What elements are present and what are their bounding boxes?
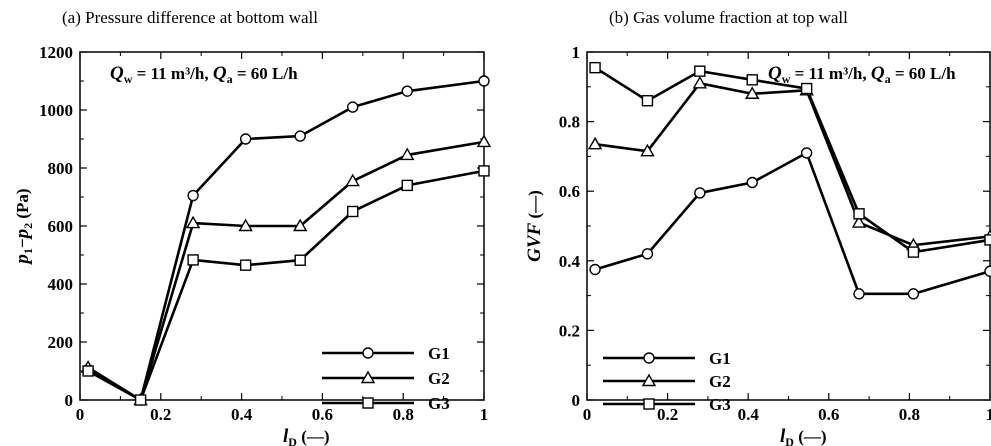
y-tick-label: 1200 xyxy=(39,43,73,62)
y-axis-label: GVF (—) xyxy=(524,190,545,262)
y-tick-label: 1000 xyxy=(39,101,73,120)
data-point-g2 xyxy=(640,143,655,157)
y-tick-label: 0.2 xyxy=(559,321,580,340)
data-point-g3 xyxy=(907,246,920,258)
data-point-g1 xyxy=(589,263,601,276)
y-tick-label: 0.8 xyxy=(559,113,580,132)
data-point-g3 xyxy=(641,95,654,107)
data-point-g3 xyxy=(187,254,199,266)
data-point-g2 xyxy=(400,147,415,161)
series-line-g3 xyxy=(87,169,485,402)
x-tick-label: 0.8 xyxy=(393,405,414,424)
data-point-g1 xyxy=(746,176,758,189)
y-tick-label: 0.6 xyxy=(559,182,580,201)
data-point-g3 xyxy=(589,61,601,74)
y-tick-label: 1 xyxy=(572,43,581,62)
panel-a: (a) Pressure difference at bottom wall 0 2… xyxy=(12,8,492,446)
data-point-g3 xyxy=(239,259,252,271)
x-axis-label: lD (—) xyxy=(780,426,827,446)
data-point-g1 xyxy=(853,288,865,300)
condition-annotation: Qw = 11 m³/h, Qa = 60 L/h xyxy=(110,63,298,86)
data-point-g3 xyxy=(82,365,94,377)
data-point-g1 xyxy=(187,189,199,202)
y-axis-label: p1−p2 (Pa) xyxy=(12,188,35,265)
y-tick-label: 0.4 xyxy=(559,252,581,271)
condition-annotation: Qw = 11 m³/h, Qa = 60 L/h xyxy=(768,63,956,86)
x-tick-label: 0 xyxy=(76,405,85,424)
legend-marker-g1 xyxy=(362,347,374,359)
data-point-g3 xyxy=(984,234,991,246)
x-tick-label: 0 xyxy=(583,405,592,424)
data-point-g1 xyxy=(641,248,654,260)
x-tick-label: 0.4 xyxy=(738,405,760,424)
data-point-g1 xyxy=(907,288,920,300)
data-point-g1 xyxy=(984,265,991,277)
legend-label-g3: G3 xyxy=(428,394,450,413)
data-point-g1 xyxy=(800,147,813,159)
y-tick-label: 0 xyxy=(572,391,581,410)
legend: G1 G2 G3 xyxy=(322,344,450,413)
data-point-g3 xyxy=(746,74,758,86)
data-point-g2 xyxy=(745,86,760,99)
data-point-g3 xyxy=(134,394,147,406)
legend-marker-g3 xyxy=(362,397,374,409)
series-line-g2 xyxy=(87,140,485,402)
x-tick-label: 0.4 xyxy=(231,405,253,424)
legend: G1 G2 G3 xyxy=(603,349,731,414)
data-point-g1 xyxy=(478,75,490,87)
legend-label-g1: G1 xyxy=(428,344,450,363)
x-tick-label: 1 xyxy=(986,405,991,424)
data-point-g3 xyxy=(694,65,706,77)
data-point-g2 xyxy=(476,134,492,148)
series-line-g1 xyxy=(87,79,485,402)
panel-b: (b) Gas volume fraction at top wall 0 0.2 0… xyxy=(524,8,991,446)
y-tick-label: 400 xyxy=(48,275,74,294)
x-axis-label: lD (—) xyxy=(283,426,330,446)
data-point-g1 xyxy=(239,133,252,145)
data-point-g3 xyxy=(853,208,865,220)
y-tick-label: 0 xyxy=(65,391,74,410)
x-tick-label: 0.6 xyxy=(312,405,333,424)
data-point-g1 xyxy=(401,85,413,97)
y-tick-label: 800 xyxy=(48,159,74,178)
series-line-g3 xyxy=(594,66,991,254)
data-point-g1 xyxy=(294,130,306,142)
panel-title: (b) Gas volume fraction at top wall xyxy=(609,8,848,27)
legend-marker-g2 xyxy=(360,370,376,384)
x-tick-label: 0.2 xyxy=(150,405,171,424)
data-point-g3 xyxy=(800,82,813,95)
data-point-g1 xyxy=(694,187,706,199)
legend-label-g2: G2 xyxy=(709,372,731,391)
legend-marker-g3 xyxy=(643,398,655,410)
data-point-g2 xyxy=(587,136,603,150)
y-tick-label: 600 xyxy=(48,217,74,236)
data-point-g2 xyxy=(851,215,867,228)
x-tick-label: 0.8 xyxy=(899,405,920,424)
data-point-g3 xyxy=(347,205,359,218)
x-tick-label: 0.2 xyxy=(657,405,678,424)
data-point-g2 xyxy=(692,75,708,89)
x-tick-label: 1 xyxy=(480,405,489,424)
series-line-g2 xyxy=(594,82,991,247)
x-tick-label: 0.6 xyxy=(818,405,839,424)
legend-marker-g1 xyxy=(643,352,655,364)
legend-label-g2: G2 xyxy=(428,369,450,388)
data-point-g2 xyxy=(185,215,201,229)
data-point-g3 xyxy=(294,254,306,266)
legend-label-g1: G1 xyxy=(709,349,731,368)
data-point-g1 xyxy=(347,101,359,113)
data-point-g2 xyxy=(345,173,360,187)
legend-label-g3: G3 xyxy=(709,395,731,414)
series-line-g1 xyxy=(594,151,991,296)
data-point-g3 xyxy=(478,165,490,177)
legend-marker-g2 xyxy=(641,373,657,387)
data-point-g2 xyxy=(238,218,253,232)
data-point-g3 xyxy=(401,179,413,192)
y-tick-label: 200 xyxy=(48,333,74,352)
panel-title: (a) Pressure difference at bottom wall xyxy=(62,8,318,27)
data-point-g2 xyxy=(292,218,308,232)
